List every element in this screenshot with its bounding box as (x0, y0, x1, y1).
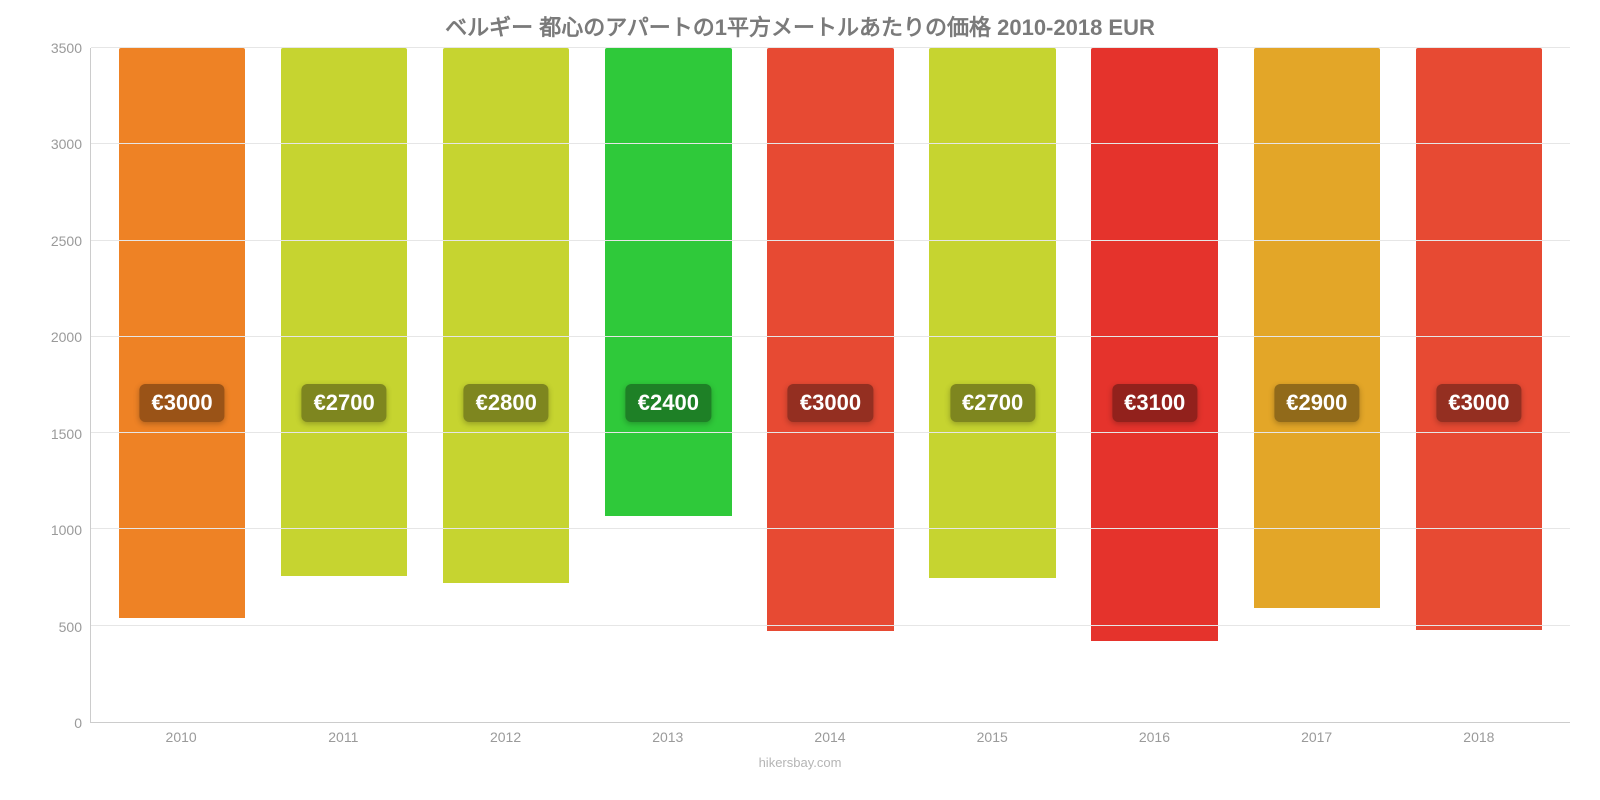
bar-value-label: €2700 (950, 384, 1035, 422)
bar (767, 48, 893, 631)
bar (605, 48, 731, 516)
gridline (91, 625, 1570, 626)
x-tick: 2012 (424, 723, 586, 753)
x-tick: 2013 (587, 723, 749, 753)
gridline (91, 432, 1570, 433)
bar (1254, 48, 1380, 608)
gridline (91, 528, 1570, 529)
gridline (91, 336, 1570, 337)
bar (1416, 48, 1542, 630)
gridline (91, 143, 1570, 144)
gridline (91, 47, 1570, 48)
x-tick: 2010 (100, 723, 262, 753)
bar-value-label: €2800 (464, 384, 549, 422)
y-axis: 0500100015002000250030003500 (30, 48, 90, 723)
bar-value-label: €3100 (1112, 384, 1197, 422)
y-tick: 3000 (51, 136, 82, 152)
bar-value-label: €3000 (139, 384, 224, 422)
x-tick: 2011 (262, 723, 424, 753)
x-tick: 2016 (1073, 723, 1235, 753)
y-tick: 500 (59, 619, 82, 635)
y-tick: 0 (74, 715, 82, 731)
bar (119, 48, 245, 618)
y-tick: 1500 (51, 426, 82, 442)
bar-slot: €2400 (587, 48, 749, 722)
bar (929, 48, 1055, 578)
chart-source: hikersbay.com (30, 755, 1570, 770)
y-tick: 2500 (51, 233, 82, 249)
x-tick: 2014 (749, 723, 911, 753)
bar-slot: €2700 (912, 48, 1074, 722)
bar-chart: ベルギー 都心のアパートの1平方メートルあたりの価格 2010-2018 EUR… (0, 0, 1600, 800)
bar-slot: €2900 (1236, 48, 1398, 722)
x-axis: 201020112012201320142015201620172018 (30, 723, 1570, 753)
bar-slot: €2700 (263, 48, 425, 722)
gridline (91, 240, 1570, 241)
bar-value-label: €2900 (1274, 384, 1359, 422)
bar-value-label: €3000 (1436, 384, 1521, 422)
bar-value-label: €2700 (302, 384, 387, 422)
x-tick: 2015 (911, 723, 1073, 753)
plot-region: 0500100015002000250030003500 €3000€2700€… (30, 48, 1570, 723)
x-tick: 2018 (1398, 723, 1560, 753)
bar-slot: €2800 (425, 48, 587, 722)
bar-slot: €3000 (749, 48, 911, 722)
x-tick: 2017 (1236, 723, 1398, 753)
bar-slot: €3000 (101, 48, 263, 722)
y-tick: 3500 (51, 40, 82, 56)
x-tick-row: 201020112012201320142015201620172018 (90, 723, 1570, 753)
bar-value-label: €2400 (626, 384, 711, 422)
plot-area: €3000 €2700 €2800 €2400 €3000 €2700 €3100 €2900… (90, 48, 1570, 723)
bars-container: €3000 €2700 €2800 €2400 €3000 €2700 €3100 €2900… (91, 48, 1570, 722)
y-tick: 2000 (51, 329, 82, 345)
bar-slot: €3100 (1074, 48, 1236, 722)
chart-title: ベルギー 都心のアパートの1平方メートルあたりの価格 2010-2018 EUR (30, 10, 1570, 42)
y-tick: 1000 (51, 522, 82, 538)
bar-slot: €3000 (1398, 48, 1560, 722)
bar-value-label: €3000 (788, 384, 873, 422)
bar (281, 48, 407, 576)
bar (1091, 48, 1217, 641)
bar (443, 48, 569, 583)
